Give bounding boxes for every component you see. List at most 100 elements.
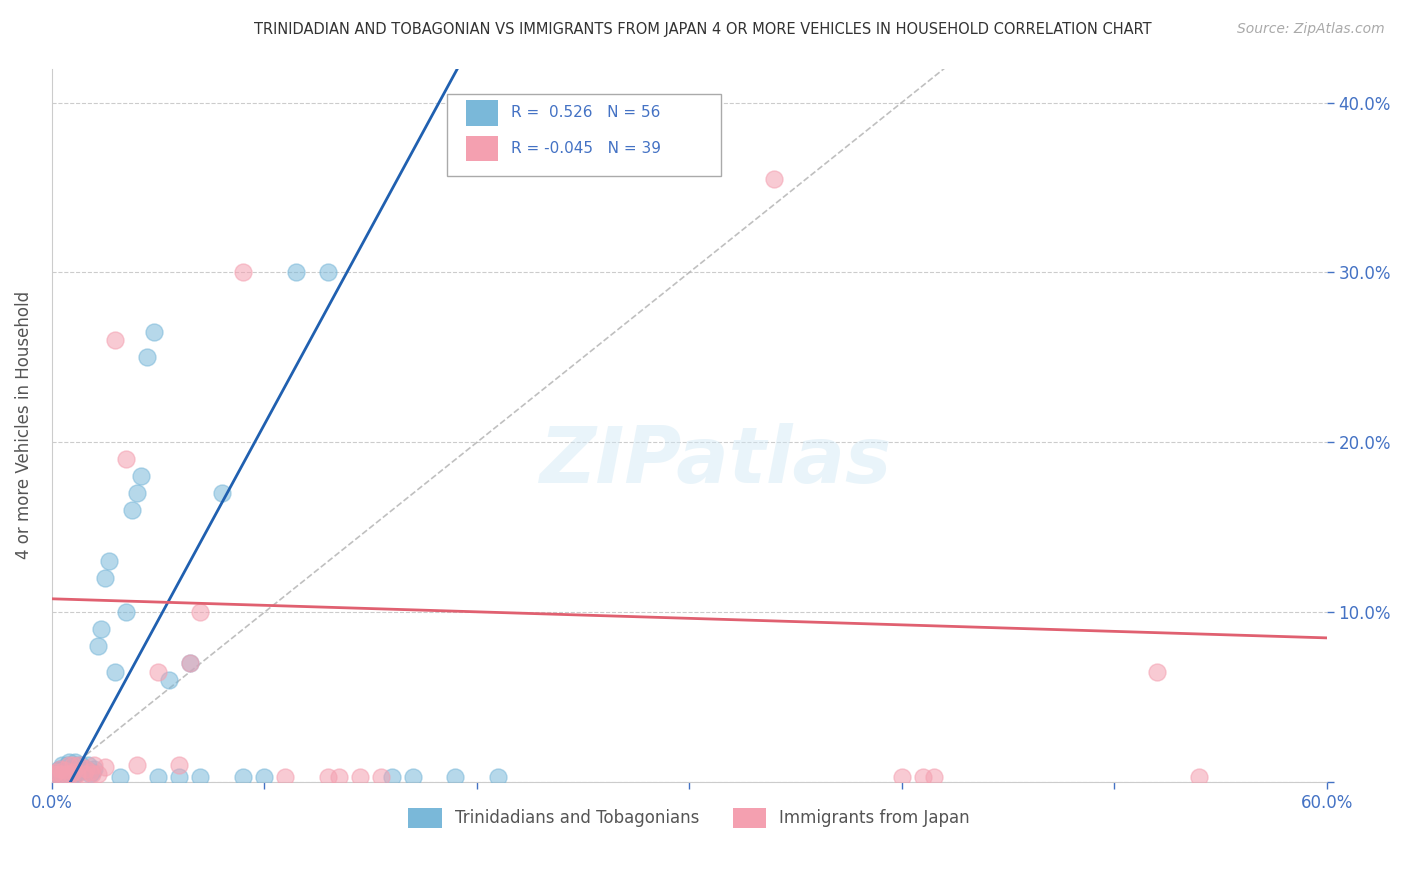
Point xyxy=(87,767,110,781)
Point xyxy=(75,762,97,776)
Point xyxy=(83,762,105,776)
Point xyxy=(211,486,233,500)
Point xyxy=(125,486,148,500)
Point xyxy=(62,770,84,784)
Point xyxy=(1146,665,1168,679)
Point xyxy=(167,758,190,772)
Point xyxy=(349,770,371,784)
Point xyxy=(328,770,350,784)
Point xyxy=(146,665,169,679)
Point xyxy=(42,767,65,781)
Point xyxy=(66,758,89,772)
Point xyxy=(115,606,138,620)
Point xyxy=(316,265,339,279)
Point xyxy=(179,657,201,671)
Point xyxy=(75,762,97,776)
Point xyxy=(121,503,143,517)
Point xyxy=(59,768,82,782)
Point xyxy=(104,334,127,348)
Text: Source: ZipAtlas.com: Source: ZipAtlas.com xyxy=(1237,22,1385,37)
Point xyxy=(922,770,945,784)
FancyBboxPatch shape xyxy=(447,94,721,176)
Point xyxy=(142,325,165,339)
Point xyxy=(62,765,84,780)
Point xyxy=(53,764,76,778)
Point xyxy=(46,768,69,782)
Point xyxy=(55,768,77,782)
Point xyxy=(146,770,169,784)
Point xyxy=(72,764,94,778)
Point xyxy=(53,770,76,784)
Point xyxy=(129,469,152,483)
Point xyxy=(45,770,67,784)
Point xyxy=(67,765,90,780)
Point xyxy=(98,554,121,568)
Y-axis label: 4 or more Vehicles in Household: 4 or more Vehicles in Household xyxy=(15,292,32,559)
Point xyxy=(79,765,101,780)
Point xyxy=(55,767,77,781)
Point xyxy=(76,758,98,772)
Point xyxy=(46,767,69,781)
Point xyxy=(763,172,786,186)
Point xyxy=(911,770,934,784)
Point xyxy=(108,770,131,784)
Bar xyxy=(467,136,498,161)
Point xyxy=(890,770,912,784)
Point xyxy=(49,762,72,776)
Point xyxy=(370,770,392,784)
Point xyxy=(79,767,101,781)
Point xyxy=(94,571,117,585)
Point xyxy=(232,770,254,784)
Point xyxy=(46,764,69,778)
Point xyxy=(49,767,72,781)
Point xyxy=(58,767,80,781)
Point xyxy=(42,767,65,781)
Point xyxy=(274,770,297,784)
Text: R =  0.526   N = 56: R = 0.526 N = 56 xyxy=(510,105,659,120)
Point xyxy=(90,623,112,637)
Point xyxy=(66,767,89,781)
Point xyxy=(72,767,94,781)
Point xyxy=(82,765,104,780)
Point xyxy=(62,758,84,772)
Point xyxy=(381,770,404,784)
Point xyxy=(316,770,339,784)
Text: R = -0.045   N = 39: R = -0.045 N = 39 xyxy=(510,141,661,156)
Point xyxy=(55,758,77,772)
Point xyxy=(157,673,180,688)
Point xyxy=(87,640,110,654)
Point xyxy=(51,765,73,780)
Point xyxy=(83,758,105,772)
Point xyxy=(62,764,84,778)
Point xyxy=(58,758,80,772)
Point xyxy=(190,606,212,620)
Point xyxy=(1188,770,1211,784)
Point xyxy=(94,760,117,774)
Point xyxy=(45,765,67,780)
Point xyxy=(253,770,276,784)
Point xyxy=(190,770,212,784)
Point xyxy=(136,351,159,365)
Point xyxy=(59,762,82,776)
Point xyxy=(167,770,190,784)
Point xyxy=(115,452,138,467)
Point xyxy=(51,770,73,784)
Point xyxy=(58,755,80,769)
Legend: Trinidadians and Tobagonians, Immigrants from Japan: Trinidadians and Tobagonians, Immigrants… xyxy=(402,801,977,835)
Point xyxy=(59,767,82,781)
Point xyxy=(63,767,86,781)
Point xyxy=(104,665,127,679)
Point xyxy=(444,770,467,784)
Point xyxy=(51,758,73,772)
Point xyxy=(179,657,201,671)
Text: ZIPatlas: ZIPatlas xyxy=(538,423,891,500)
Point xyxy=(51,767,73,781)
Point xyxy=(63,755,86,769)
Point xyxy=(125,758,148,772)
Point xyxy=(232,265,254,279)
Text: TRINIDADIAN AND TOBAGONIAN VS IMMIGRANTS FROM JAPAN 4 OR MORE VEHICLES IN HOUSEH: TRINIDADIAN AND TOBAGONIAN VS IMMIGRANTS… xyxy=(254,22,1152,37)
Point xyxy=(53,764,76,778)
Point xyxy=(285,265,308,279)
Point xyxy=(49,762,72,776)
Point xyxy=(67,758,90,772)
